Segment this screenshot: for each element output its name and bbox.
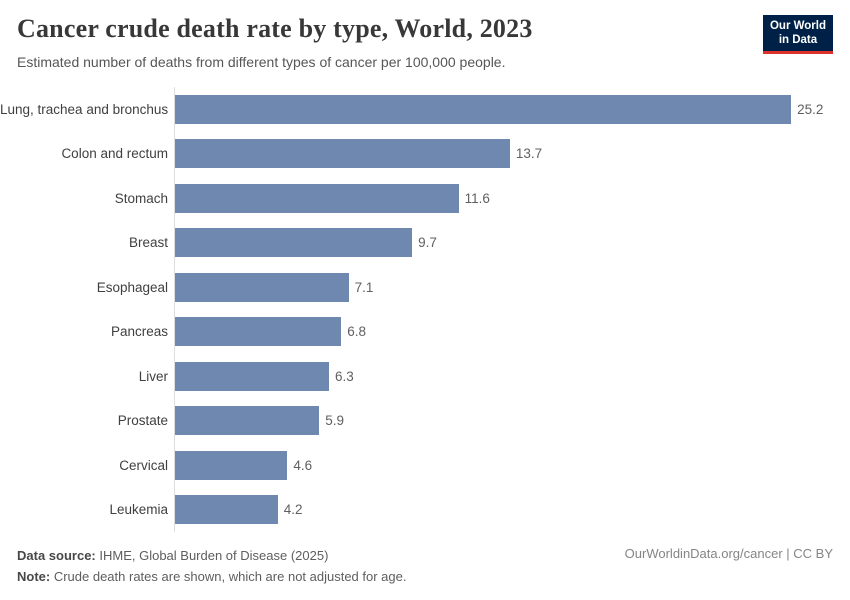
plot-area: 4.2 (174, 487, 850, 532)
bar[interactable] (175, 228, 413, 258)
chart-row: Colon and rectum 13.7 (0, 131, 850, 176)
plot-area: 7.1 (174, 265, 850, 310)
value-label: 4.2 (283, 502, 303, 518)
bar[interactable] (175, 94, 792, 124)
category-label: Breast (128, 235, 168, 251)
bar-chart: Lung, trachea and bronchus 25.2 Colon an… (0, 87, 850, 532)
plot-area: 11.6 (174, 176, 850, 221)
owid-logo-line2: in Data (778, 33, 818, 46)
chart-row: Stomach 11.6 (0, 176, 850, 221)
bar[interactable] (175, 450, 288, 480)
datasource-label: Data source: (17, 548, 96, 563)
bar[interactable] (175, 183, 459, 213)
plot-area: 13.7 (174, 131, 850, 176)
owid-logo[interactable]: Our World in Data (762, 15, 833, 54)
datasource-line: Data source: IHME, Global Burden of Dise… (17, 545, 407, 566)
category-label: Colon and rectum (61, 146, 168, 162)
value-label: 6.3 (335, 368, 354, 384)
bar[interactable] (175, 139, 510, 169)
footer-attribution-link[interactable]: OurWorldinData.org/cancer | CC BY (624, 546, 833, 561)
plot-area: 9.7 (174, 220, 850, 265)
plot-area: 5.9 (174, 398, 850, 443)
note-line: Note: Crude death rates are shown, which… (17, 566, 407, 587)
category-label: Pancreas (110, 324, 168, 340)
bar[interactable] (175, 495, 278, 525)
chart-row: Cervical 4.6 (0, 443, 850, 488)
category-label: Liver (138, 368, 168, 384)
value-label: 9.7 (418, 235, 437, 251)
value-label: 11.6 (464, 190, 490, 206)
value-label: 7.1 (354, 279, 374, 295)
bar[interactable] (175, 406, 320, 436)
value-label: 13.7 (515, 146, 543, 162)
plot-area: 6.8 (174, 309, 850, 354)
owid-logo-line1: Our World (769, 20, 826, 32)
footer-left: Data source: IHME, Global Burden of Dise… (17, 545, 407, 587)
chart-row: Breast 9.7 (0, 220, 850, 265)
chart-subtitle: Estimated number of deaths from differen… (17, 54, 506, 70)
plot-area: 4.6 (174, 443, 850, 488)
category-label: Cervical (119, 457, 168, 473)
category-label: Leukemia (109, 502, 168, 518)
chart-title: Cancer crude death rate by type, World, … (17, 14, 533, 43)
category-label: Esophageal (96, 279, 168, 295)
chart-row: Esophageal 7.1 (0, 265, 850, 310)
chart-row: Liver 6.3 (0, 354, 850, 399)
category-label: Stomach (114, 190, 168, 206)
bar[interactable] (175, 317, 342, 347)
plot-area: 6.3 (174, 354, 850, 399)
value-label: 25.2 (797, 101, 824, 117)
chart-row: Prostate 5.9 (0, 398, 850, 443)
category-label: Prostate (117, 413, 168, 429)
bar[interactable] (175, 361, 329, 391)
value-label: 5.9 (325, 413, 344, 429)
note-label: Note: (17, 569, 51, 584)
plot-area: 25.2 (174, 87, 850, 132)
chart-row: Leukemia 4.2 (0, 487, 850, 532)
datasource-text: IHME, Global Burden of Disease (2025) (95, 548, 329, 563)
value-label: 4.6 (293, 457, 313, 473)
note-text: Crude death rates are shown, which are n… (50, 569, 407, 584)
chart-row: Lung, trachea and bronchus 25.2 (0, 87, 850, 132)
chart-row: Pancreas 6.8 (0, 309, 850, 354)
category-label: Lung, trachea and bronchus (0, 101, 169, 117)
value-label: 6.8 (347, 324, 366, 340)
bar[interactable] (175, 272, 349, 302)
